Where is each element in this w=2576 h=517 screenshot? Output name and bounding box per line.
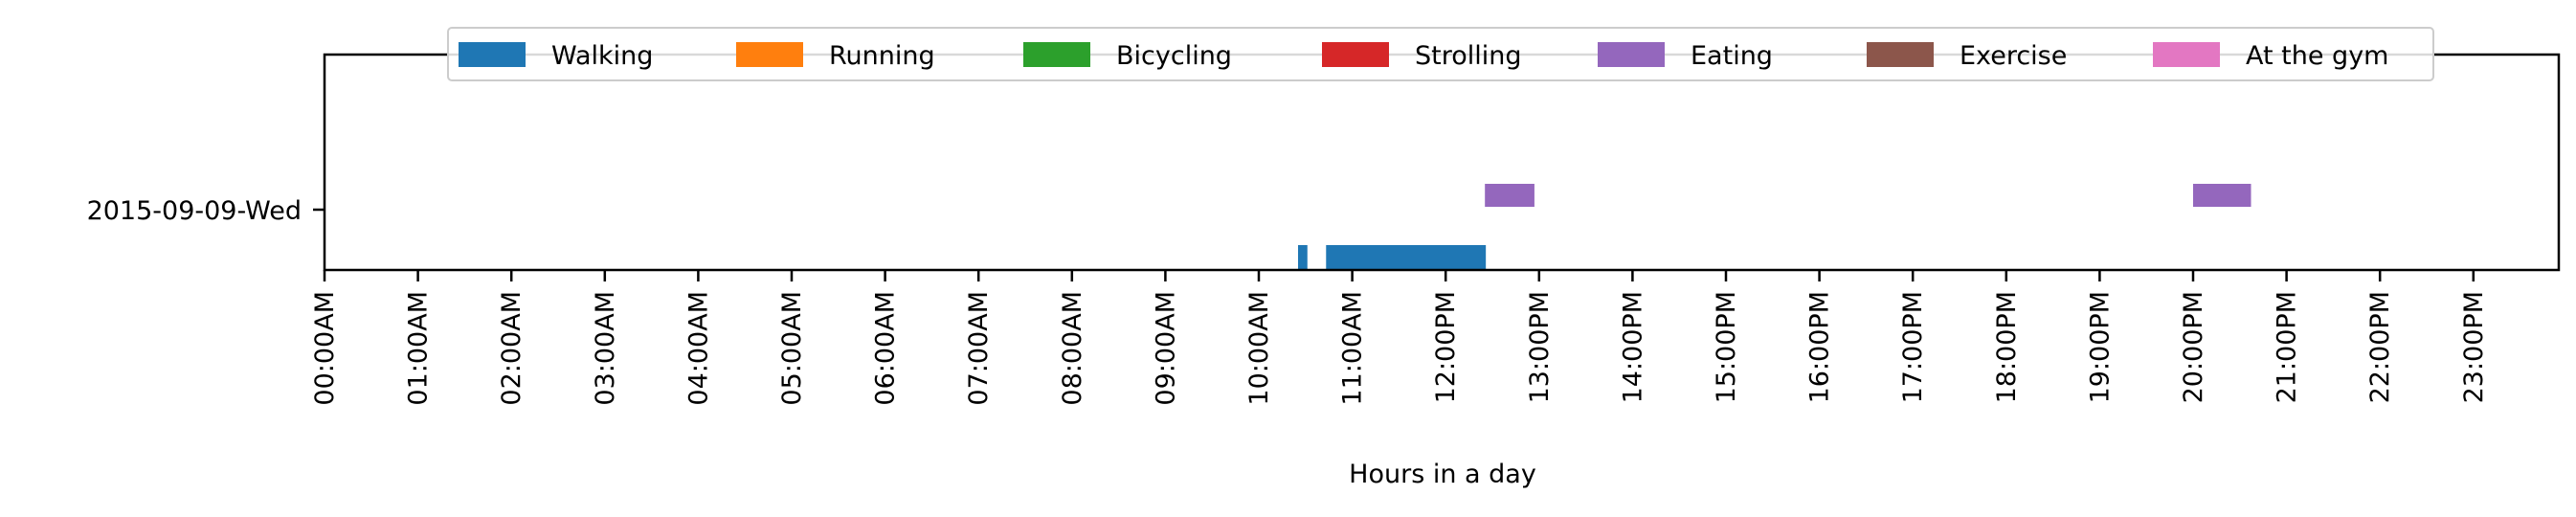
- x-tick-label: 15:00PM: [1712, 291, 1741, 403]
- y-tick-label: 2015-09-09-Wed: [87, 196, 302, 226]
- bar-walking: [1326, 245, 1487, 270]
- legend-label: Strolling: [1415, 41, 1522, 71]
- legend-label: Bicycling: [1116, 41, 1232, 71]
- x-tick-label: 22:00PM: [2365, 291, 2395, 403]
- x-tick-label: 07:00AM: [964, 291, 994, 406]
- x-tick-label: 19:00PM: [2085, 291, 2115, 403]
- x-tick-label: 13:00PM: [1525, 291, 1555, 403]
- bar-walking: [1297, 245, 1308, 270]
- x-tick-label: 05:00AM: [777, 291, 807, 406]
- x-tick-label: 18:00PM: [1992, 291, 2022, 403]
- x-tick-label: 09:00AM: [1151, 291, 1180, 406]
- legend-label: At the gym: [2246, 41, 2388, 71]
- x-tick-label: 06:00AM: [871, 291, 901, 406]
- x-tick-label: 02:00AM: [497, 291, 526, 406]
- x-tick-label: 04:00AM: [683, 291, 713, 406]
- legend-swatch-eating: [1598, 42, 1665, 67]
- x-tick-label: 11:00AM: [1338, 291, 1368, 406]
- x-tick-label: 10:00AM: [1244, 291, 1274, 406]
- x-tick-label: 08:00AM: [1058, 291, 1087, 406]
- legend-swatch-at-the-gym: [2153, 42, 2220, 67]
- legend-label: Walking: [551, 41, 653, 71]
- x-axis-label: Hours in a day: [1349, 460, 1536, 489]
- x-tick-label: 14:00PM: [1618, 291, 1647, 403]
- x-tick-label: 00:00AM: [310, 291, 340, 406]
- legend-swatch-exercise: [1867, 42, 1934, 67]
- x-tick-label: 01:00AM: [404, 291, 434, 406]
- bar-eating: [2193, 184, 2251, 207]
- x-tick-label: 20:00PM: [2179, 291, 2208, 403]
- y-axis: 2015-09-09-Wed: [87, 196, 325, 226]
- legend-swatch-running: [736, 42, 803, 67]
- x-tick-label: 03:00AM: [591, 291, 620, 406]
- legend-swatch-bicycling: [1023, 42, 1090, 67]
- legend-label: Exercise: [1960, 41, 2067, 71]
- bar-eating: [1485, 184, 1534, 207]
- x-tick-label: 12:00PM: [1431, 291, 1461, 403]
- x-tick-label: 21:00PM: [2273, 291, 2302, 403]
- plot-area-frame: [323, 53, 2561, 272]
- legend: Walking Running Bicycling Strolling Eating Ex…: [447, 27, 2434, 81]
- legend-label: Running: [829, 41, 935, 71]
- legend-swatch-strolling: [1322, 42, 1389, 67]
- legend-swatch-walking: [459, 42, 526, 67]
- x-tick-label: 16:00PM: [1805, 291, 1835, 403]
- legend-box: [447, 27, 2434, 81]
- x-axis: 00:00AM 01:00AM 02:00AM 03:00AM 04:00AM 05:00…: [310, 270, 2489, 406]
- activity-bars: [1297, 184, 2251, 270]
- x-tick-label: 17:00PM: [1898, 291, 1928, 403]
- x-tick-label: 23:00PM: [2459, 291, 2489, 403]
- legend-label: Eating: [1691, 41, 1773, 71]
